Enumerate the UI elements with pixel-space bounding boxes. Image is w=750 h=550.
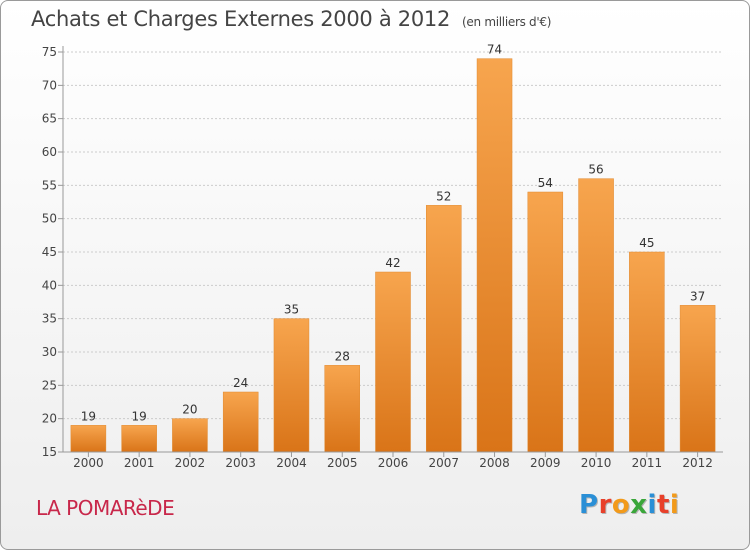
y-tick-label: 40 [42, 278, 57, 292]
x-tick-label-2007: 2007 [428, 456, 459, 470]
chart-title-text: Achats et Charges Externes 2000 à 2012 [31, 7, 451, 31]
data-label-2001: 19 [132, 409, 147, 423]
bar-2002 [172, 418, 208, 453]
chart-unit: (en milliers d'€) [462, 15, 552, 29]
data-label-2002: 20 [182, 403, 197, 417]
data-label-2005: 28 [335, 349, 350, 363]
bar-2003 [222, 391, 259, 453]
logo-letter: i [647, 490, 657, 520]
data-labels: 19 19 20 24 35 28 42 52 74 54 56 45 37 [81, 43, 706, 424]
y-tick-label: 50 [42, 212, 57, 226]
x-tick-label-2010: 2010 [581, 456, 612, 470]
axes [62, 46, 723, 453]
data-label-2000: 19 [81, 409, 96, 423]
logo-letter: x [630, 490, 648, 520]
data-label-2004: 35 [284, 303, 299, 317]
logo-letter: t [656, 490, 670, 520]
bar-2011 [629, 251, 665, 453]
y-tick-label: 30 [42, 345, 57, 359]
x-tick-label-2005: 2005 [327, 456, 358, 470]
y-tick-label: 15 [42, 445, 57, 459]
logo-letter: P [579, 490, 599, 520]
logo-letter: o [611, 490, 631, 520]
chart-title: Achats et Charges Externes 2000 à 2012 (e… [31, 7, 551, 31]
y-axis-ticks: 15 20 25 30 35 40 45 50 55 60 65 70 75 [42, 45, 63, 459]
data-label-2012: 37 [690, 289, 705, 303]
data-label-2011: 45 [639, 236, 654, 250]
data-label-2009: 54 [538, 176, 553, 190]
bar-2004 [273, 318, 310, 453]
data-label-2007: 52 [436, 189, 451, 203]
x-tick-label-2009: 2009 [530, 456, 561, 470]
x-tick-label-2008: 2008 [479, 456, 510, 470]
y-tick-label: 55 [42, 178, 57, 192]
bar-2005 [324, 365, 360, 453]
y-tick-label: 45 [42, 245, 57, 259]
x-tick-label-2002: 2002 [175, 456, 206, 470]
commune-name: LA POMARèDE [36, 496, 175, 520]
logo-letter: i [669, 490, 680, 520]
data-label-2008: 74 [487, 43, 502, 57]
y-tick-label: 60 [42, 145, 57, 159]
data-label-2006: 42 [385, 256, 400, 270]
x-tick-label-2004: 2004 [276, 456, 307, 470]
bar-2000 [70, 425, 107, 453]
bar-2006 [375, 271, 411, 453]
x-axis-ticks: 2000 2001 2002 2003 2004 2005 2006 2007 2008 2009… [73, 452, 713, 470]
x-tick-label-2001: 2001 [124, 456, 155, 470]
bar-2010 [578, 178, 614, 453]
y-tick-label: 70 [42, 78, 57, 92]
y-tick-label: 65 [42, 112, 57, 126]
x-tick-label-2003: 2003 [225, 456, 256, 470]
bar-2008 [476, 58, 513, 453]
y-tick-label: 35 [42, 312, 57, 326]
y-tick-label: 20 [42, 412, 57, 426]
x-tick-label-2006: 2006 [378, 456, 409, 470]
y-tick-label: 75 [42, 45, 57, 59]
bar-2012 [679, 305, 716, 453]
x-tick-label-2000: 2000 [73, 456, 104, 470]
bars [70, 58, 716, 453]
bar-2001 [121, 425, 157, 453]
data-label-2003: 24 [233, 376, 248, 390]
proxiti-logo[interactable]: Proxiti [579, 490, 679, 520]
y-tick-label: 25 [42, 378, 57, 392]
data-label-2010: 56 [588, 163, 603, 177]
bar-2009 [527, 191, 564, 453]
bar-2007 [426, 205, 462, 453]
x-tick-label-2011: 2011 [632, 456, 663, 470]
logo-letter: r [598, 490, 612, 520]
x-tick-label-2012: 2012 [682, 456, 713, 470]
